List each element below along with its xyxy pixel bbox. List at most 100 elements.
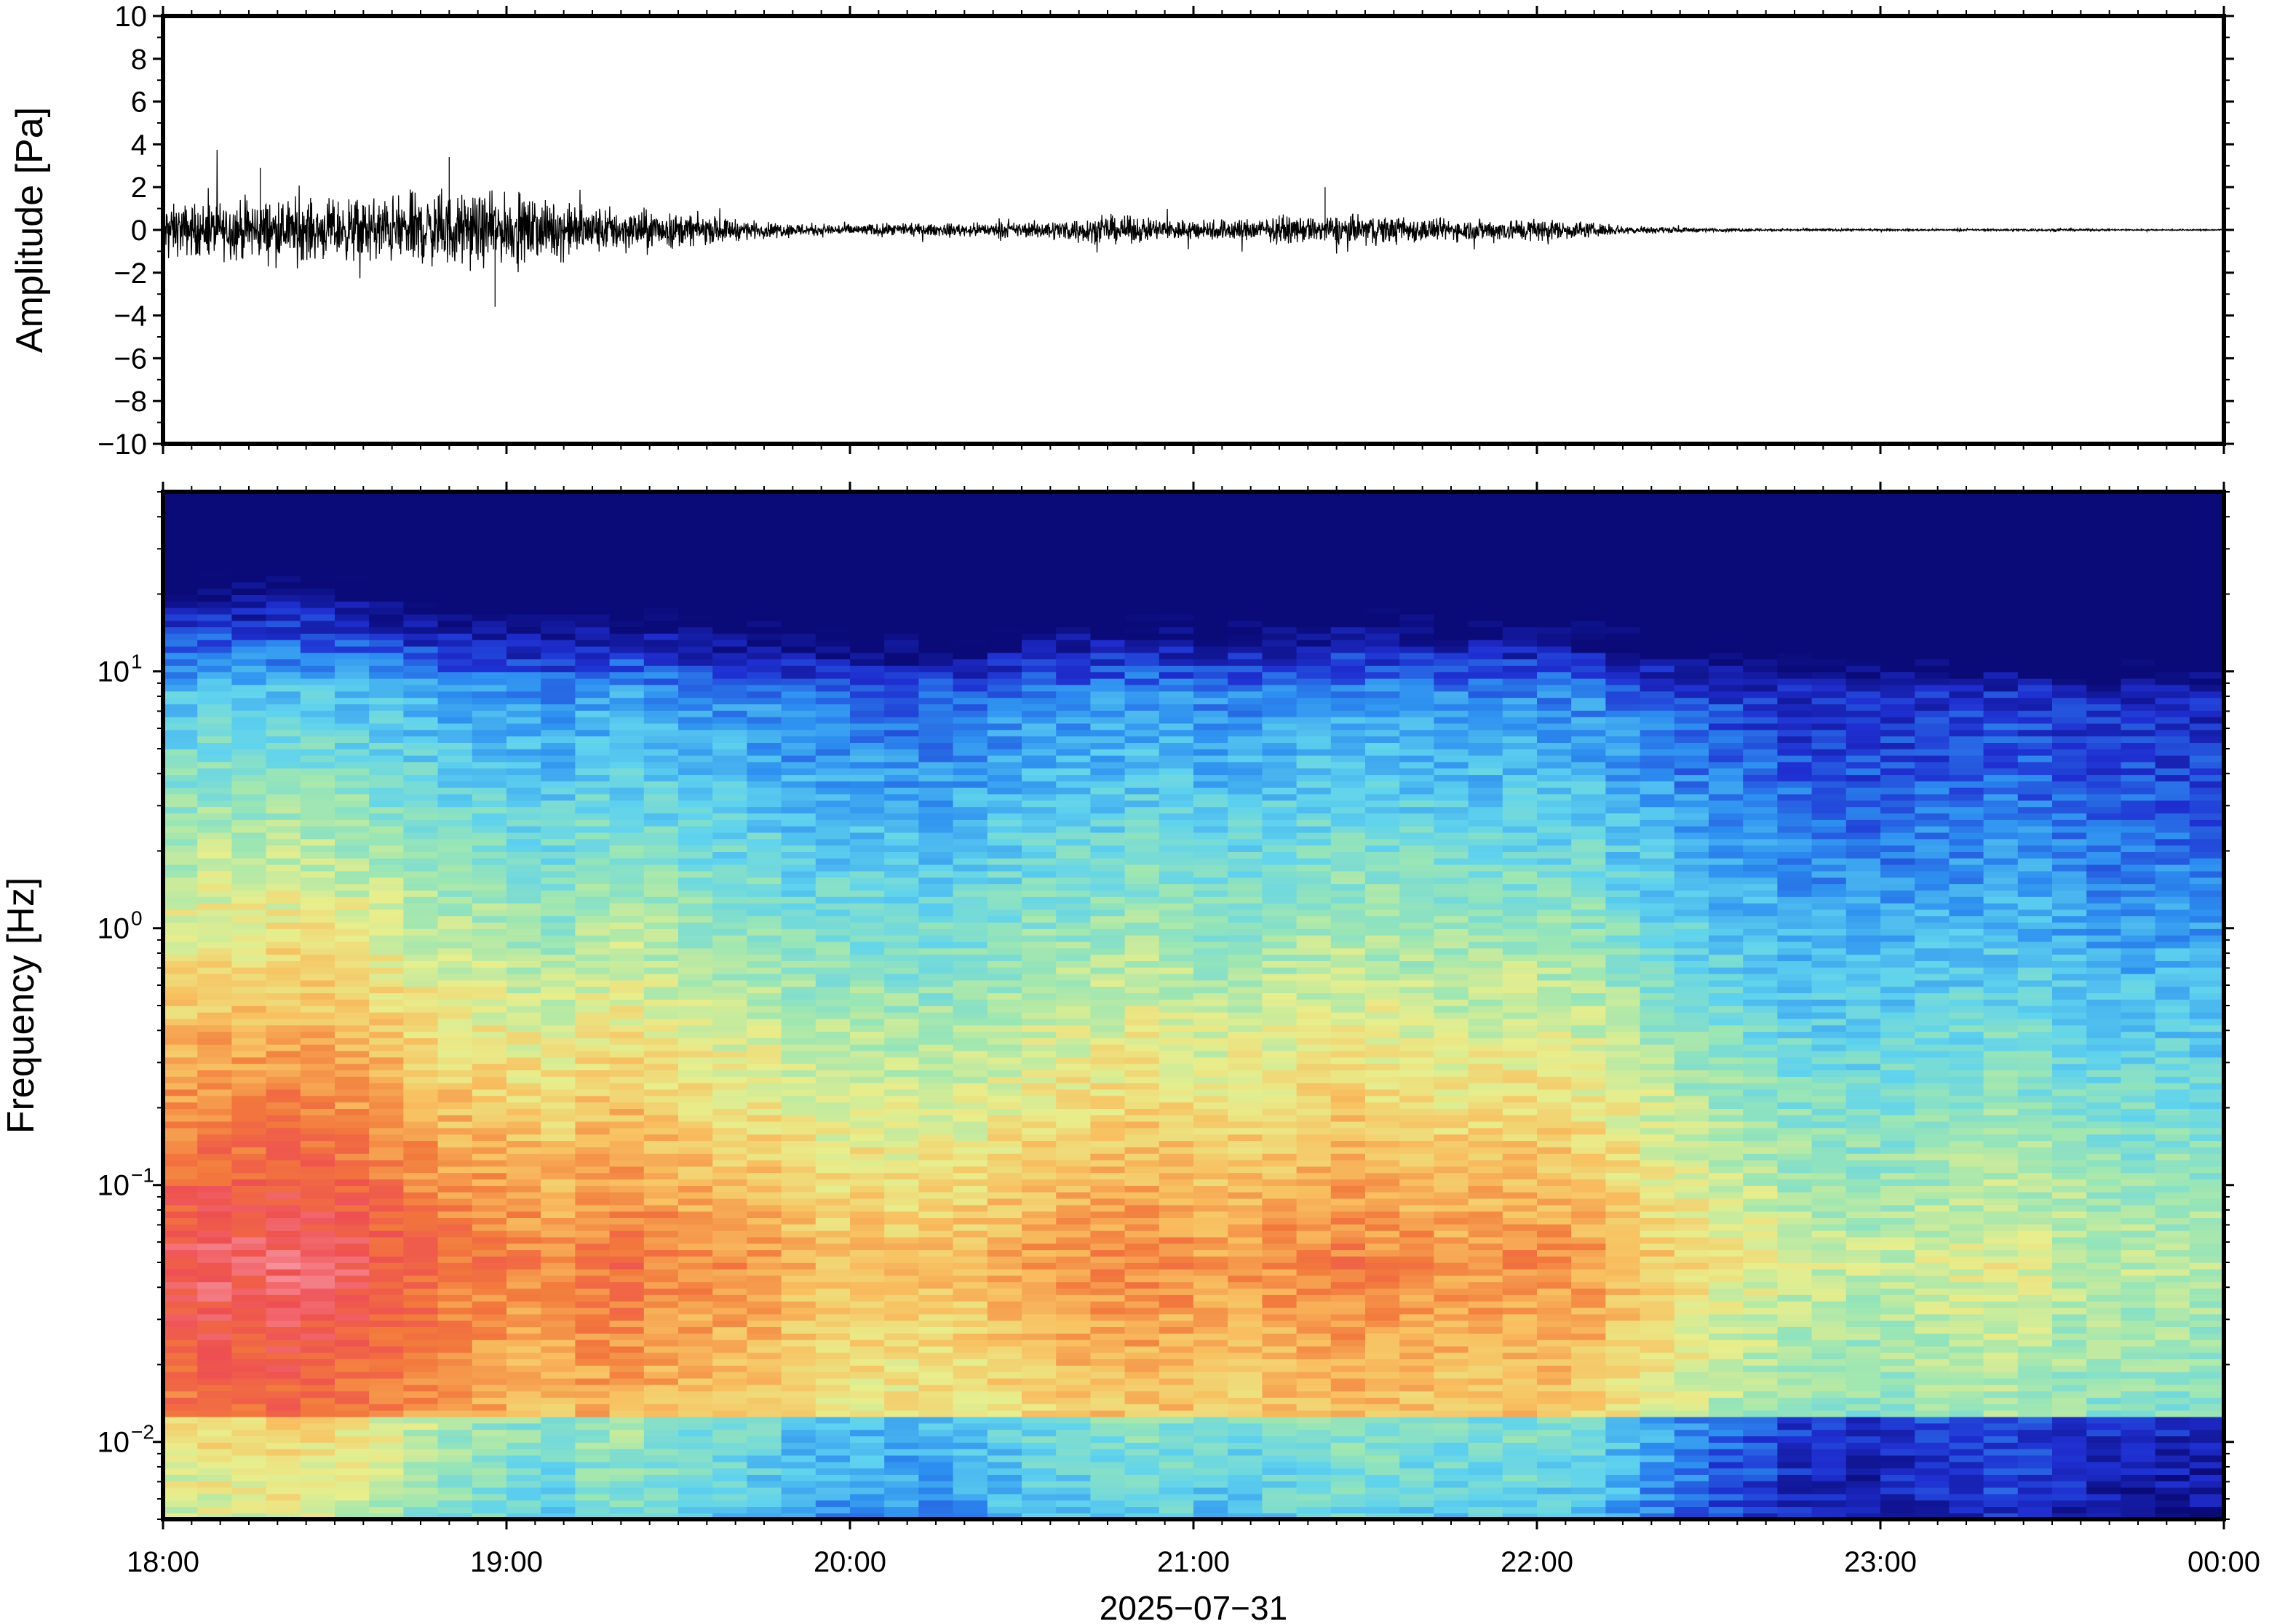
spectrogram-cell bbox=[1090, 1448, 1126, 1456]
spectrogram-cell bbox=[403, 1410, 439, 1417]
spectrogram-cell bbox=[609, 1275, 645, 1283]
spectrogram-cell bbox=[781, 1294, 816, 1302]
spectrogram-cell bbox=[541, 787, 576, 795]
spectrogram-cell bbox=[335, 1326, 370, 1334]
spectrogram-cell bbox=[403, 1461, 439, 1469]
spectrogram-cell bbox=[300, 954, 335, 961]
spectrogram-cell bbox=[712, 922, 748, 929]
spectrogram-cell bbox=[850, 1384, 885, 1392]
spectrogram-cell bbox=[403, 1307, 439, 1315]
spectrogram-cell bbox=[369, 1345, 405, 1353]
spectrogram-cell bbox=[643, 768, 679, 776]
spectrogram-cell bbox=[678, 1204, 713, 1212]
spectrogram-cell bbox=[231, 626, 267, 634]
spectrogram-cell bbox=[1124, 1275, 1160, 1283]
spectrogram-cell bbox=[163, 979, 198, 987]
spectrogram-cell bbox=[197, 1024, 233, 1032]
spectrogram-cell bbox=[884, 1230, 920, 1238]
spectrogram-cell bbox=[575, 1095, 611, 1103]
spectrogram-cell bbox=[335, 986, 370, 994]
spectrogram-cell bbox=[300, 1429, 335, 1437]
spectrogram-cell bbox=[472, 825, 507, 833]
spectrogram-cell bbox=[506, 607, 541, 615]
spectrogram-cell bbox=[712, 973, 748, 981]
spectrogram-cell bbox=[163, 1147, 198, 1154]
spectrogram-cell bbox=[369, 1384, 405, 1392]
spectrogram-cell bbox=[678, 877, 713, 885]
spectrogram-cell bbox=[541, 568, 576, 576]
spectrogram-cell bbox=[712, 915, 748, 923]
spectrogram-cell bbox=[953, 658, 988, 666]
spectrogram-cell bbox=[609, 536, 645, 544]
spectrogram-cell bbox=[1022, 1159, 1057, 1167]
spectrogram-cell bbox=[335, 1102, 370, 1109]
spectrogram-cell bbox=[472, 800, 507, 808]
spectrogram-cell bbox=[1056, 645, 1092, 653]
spectrogram-cell bbox=[678, 774, 713, 781]
spectrogram-cell bbox=[609, 838, 645, 846]
spectrogram-cell bbox=[541, 954, 576, 961]
spectrogram-cell bbox=[918, 941, 954, 949]
spectrogram-cell bbox=[712, 806, 748, 813]
spectrogram-cell bbox=[643, 652, 679, 660]
spectrogram-cell bbox=[575, 1429, 611, 1437]
spectrogram-cell bbox=[1124, 704, 1160, 711]
spectrogram-cell bbox=[643, 633, 679, 640]
spectrogram-cell bbox=[506, 832, 541, 840]
spectrogram-cell bbox=[815, 832, 851, 840]
spectrogram-cell bbox=[437, 941, 473, 949]
spectrogram-cell bbox=[678, 941, 713, 949]
spectrogram-cell bbox=[437, 536, 473, 544]
spectrogram-cell bbox=[712, 1372, 748, 1379]
spectrogram-cell bbox=[712, 1134, 748, 1142]
spectrogram-cell bbox=[1056, 890, 1092, 897]
spectrogram-cell bbox=[747, 742, 782, 749]
spectrogram-cell bbox=[266, 1249, 301, 1257]
spectrogram-cell bbox=[678, 909, 713, 917]
spectrogram-cell bbox=[335, 1448, 370, 1456]
spectrogram-cell bbox=[437, 665, 473, 672]
spectrogram-cell bbox=[850, 1281, 885, 1289]
spectrogram-cell bbox=[300, 851, 335, 859]
spectrogram-cell bbox=[987, 1159, 1022, 1167]
spectrogram-cell bbox=[437, 1384, 473, 1392]
spectrogram-cell bbox=[850, 1429, 885, 1437]
spectrogram-cell bbox=[609, 1121, 645, 1129]
spectrogram-cell bbox=[609, 787, 645, 795]
spectrogram-cell bbox=[1124, 1397, 1160, 1404]
spectrogram-cell bbox=[953, 1268, 988, 1276]
spectrogram-cell bbox=[163, 1500, 198, 1508]
spectrogram-cell bbox=[403, 1281, 439, 1289]
spectrogram-cell bbox=[231, 1301, 267, 1308]
spectrogram-cell bbox=[369, 1493, 405, 1501]
spectrogram-cell bbox=[266, 1011, 301, 1019]
spectrogram-cell bbox=[437, 684, 473, 692]
spectrogram-cell bbox=[815, 677, 851, 685]
spectrogram-cell bbox=[266, 787, 301, 795]
spectrogram-cell bbox=[815, 1191, 851, 1199]
spectrogram-cell bbox=[850, 1095, 885, 1103]
spectrogram-cell bbox=[575, 813, 611, 820]
spectrogram-cell bbox=[1124, 858, 1160, 865]
spectrogram-cell bbox=[575, 556, 611, 563]
spectrogram-cell bbox=[300, 915, 335, 923]
spectrogram-cell bbox=[643, 1288, 679, 1295]
spectrogram-cell bbox=[918, 1006, 954, 1013]
spectrogram-cell bbox=[987, 1404, 1022, 1411]
spectrogram-cell bbox=[747, 1153, 782, 1161]
spectrogram-cell bbox=[712, 1506, 748, 1513]
spectrogram-cell bbox=[747, 883, 782, 891]
spectrogram-cell bbox=[815, 1121, 851, 1129]
spectrogram-cell bbox=[437, 524, 473, 531]
spectrogram-cell bbox=[541, 684, 576, 692]
spectrogram-cell bbox=[953, 883, 988, 891]
spectrogram-cell bbox=[541, 1211, 576, 1218]
spectrogram-cell bbox=[541, 511, 576, 519]
spectrogram-cell bbox=[506, 1147, 541, 1154]
spectrogram-cell bbox=[472, 1262, 507, 1270]
spectrogram-cell bbox=[1124, 947, 1160, 955]
spectrogram-cell bbox=[231, 1307, 267, 1315]
spectrogram-cell bbox=[1124, 1262, 1160, 1270]
spectrogram-cell bbox=[953, 1127, 988, 1135]
spectrogram-cell bbox=[1022, 588, 1057, 595]
